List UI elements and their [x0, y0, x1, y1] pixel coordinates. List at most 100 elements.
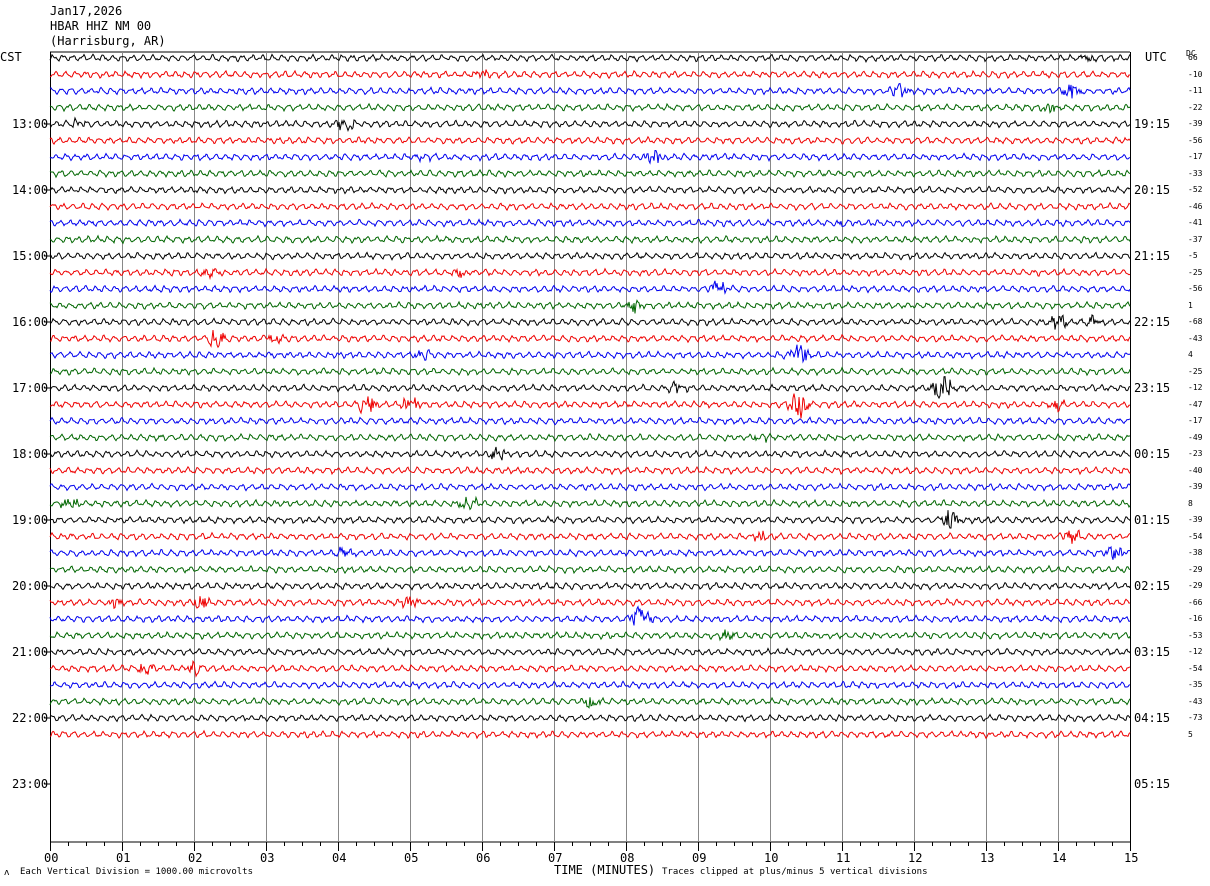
seismic-trace: [49, 647, 1131, 657]
seismic-trace: [49, 629, 1131, 642]
seismic-trace: [49, 344, 1131, 364]
cst-hour-label: 23:00: [12, 777, 49, 791]
x-tick-label: 07: [548, 851, 563, 865]
dc-offset-label: -43: [1188, 696, 1203, 706]
dc-offset-label: -29: [1188, 581, 1203, 590]
x-tick-label: 12: [908, 851, 923, 865]
seismic-trace: [49, 510, 1131, 529]
x-tick-label: 02: [188, 851, 203, 865]
seismic-trace: [49, 713, 1131, 723]
dc-offset-label: 4: [1188, 350, 1193, 359]
seismic-trace: [49, 416, 1131, 426]
dc-offset-header: DC: [1186, 49, 1196, 58]
seismic-trace: [49, 680, 1131, 690]
seismic-trace: [49, 660, 1131, 678]
x-tick-label: 05: [404, 851, 419, 865]
seismic-trace: [49, 581, 1131, 591]
seismic-trace: [49, 149, 1131, 165]
clip-note: Traces clipped at plus/minus 5 vertical …: [662, 867, 928, 877]
utc-hour-label: 02:15: [1134, 579, 1171, 593]
seismograph-icon: ʌ: [4, 868, 10, 878]
dc-offset-label: -11: [1188, 86, 1203, 95]
utc-hour-label: 23:15: [1134, 381, 1171, 395]
seismic-trace: [49, 53, 1131, 63]
x-tick-label: 00: [44, 851, 59, 865]
x-tick-label: 04: [332, 851, 347, 865]
x-tick-label: 13: [980, 851, 995, 865]
seismic-trace: [49, 605, 1131, 626]
dc-offset-label: -39: [1188, 119, 1203, 128]
dc-offset-label: -33: [1188, 168, 1203, 178]
utc-hour-label: 01:15: [1134, 513, 1171, 527]
utc-hour-label: 04:15: [1134, 711, 1171, 725]
seismic-trace: [49, 366, 1131, 377]
utc-hour-label: 00:15: [1134, 447, 1171, 461]
seismic-trace: [49, 280, 1131, 295]
dc-offset-label: -16: [1188, 614, 1203, 623]
cst-hour-label: 22:00: [12, 711, 49, 725]
seismic-trace: [49, 376, 1131, 400]
dc-offset-label: -12: [1188, 647, 1203, 656]
seismic-trace: [49, 168, 1131, 179]
seismic-trace: [49, 564, 1131, 575]
seismic-trace: [49, 482, 1131, 492]
dc-offset-label: -22: [1188, 102, 1203, 112]
dc-offset-label: -10: [1188, 69, 1203, 79]
header-station: HBAR HHZ NM 00: [50, 19, 152, 33]
x-tick-label: 09: [692, 851, 707, 865]
seismic-trace: [49, 596, 1131, 610]
seismic-trace: [49, 314, 1131, 330]
x-tick-label: 06: [476, 851, 491, 865]
left-timezone-label: CST: [0, 50, 22, 64]
dc-offset-label: -54: [1188, 531, 1203, 541]
utc-hour-label: 22:15: [1134, 315, 1171, 329]
seismic-trace: [49, 82, 1131, 99]
dc-offset-label: -40: [1188, 465, 1203, 475]
dc-offset-label: -47: [1188, 399, 1203, 409]
seismic-trace: [49, 102, 1131, 114]
cst-hour-label: 15:00: [12, 249, 49, 263]
dc-offset-label: -56: [1188, 135, 1203, 145]
cst-hour-label: 14:00: [12, 183, 49, 197]
cst-hour-label: 13:00: [12, 117, 49, 131]
seismic-trace: [49, 218, 1131, 228]
x-tick-label: 03: [260, 851, 275, 865]
dc-offset-label: 66: [1188, 53, 1198, 62]
x-tick-label: 15: [1124, 851, 1139, 865]
dc-offset-label: -53: [1188, 630, 1203, 640]
dc-offset-label: -17: [1188, 152, 1203, 161]
x-axis-title: TIME (MINUTES): [554, 863, 656, 877]
cst-hour-label: 21:00: [12, 645, 49, 659]
cst-hour-label: 19:00: [12, 513, 49, 527]
dc-offset-label: -43: [1188, 333, 1203, 343]
seismic-trace: [49, 465, 1131, 476]
seismic-trace: [49, 135, 1131, 146]
dc-offset-label: -39: [1188, 482, 1203, 491]
header-date: Jan17,2026: [50, 4, 123, 18]
seismic-trace: [49, 729, 1131, 740]
dc-offset-label: -5: [1188, 251, 1198, 260]
utc-hour-label: 05:15: [1134, 777, 1171, 791]
seismic-trace: [49, 116, 1131, 132]
dc-offset-label: -52: [1188, 185, 1203, 194]
dc-offset-label: -41: [1188, 218, 1203, 227]
seismic-trace: [49, 267, 1131, 281]
utc-hour-label: 19:15: [1134, 117, 1171, 131]
dc-offset-label: 8: [1188, 498, 1193, 508]
dc-offset-label: -38: [1188, 548, 1203, 557]
cst-hour-label: 17:00: [12, 381, 49, 395]
dc-offset-label: -25: [1188, 366, 1203, 376]
dc-offset-label: -25: [1188, 267, 1203, 277]
dc-offset-label: -23: [1188, 449, 1203, 458]
dc-offset-label: -35: [1188, 680, 1203, 689]
x-tick-label: 08: [620, 851, 635, 865]
seismic-trace: [49, 495, 1131, 511]
dc-offset-label: -37: [1188, 234, 1203, 244]
seismic-trace: [49, 185, 1131, 195]
x-tick-label: 01: [116, 851, 131, 865]
scale-note: Each Vertical Division = 1000.00 microvo…: [20, 867, 253, 877]
seismic-trace: [49, 446, 1131, 461]
seismic-trace: [49, 529, 1131, 544]
cst-hour-label: 20:00: [12, 579, 49, 593]
